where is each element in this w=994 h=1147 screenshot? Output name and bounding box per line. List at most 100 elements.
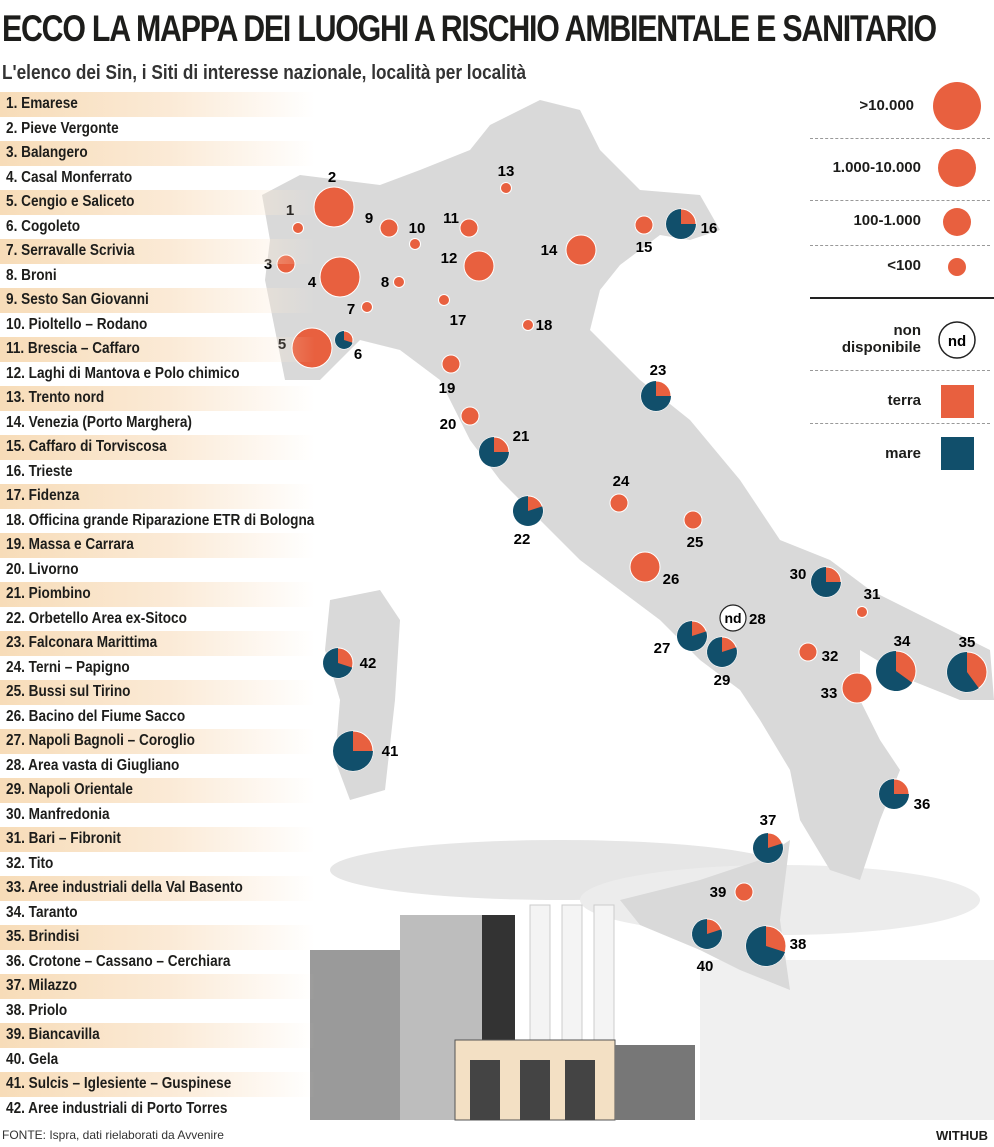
site-list-label: 25. Bussi sul Tirino <box>6 683 131 700</box>
site-list-item: 1. Emarese <box>0 92 420 117</box>
site-number: 27 <box>654 640 671 657</box>
site-marker-34: 34 <box>875 633 917 692</box>
site-marker-26: 26 <box>629 551 680 588</box>
site-list-item: 37. Milazzo <box>0 974 420 999</box>
site-marker-24: 24 <box>609 473 630 513</box>
site-list-item: 42. Aree industriali di Porto Torres <box>0 1097 420 1122</box>
site-marker-28: nd 28 <box>719 604 766 632</box>
legend-size-label: >10.000 <box>859 97 914 114</box>
site-list-item: 19. Massa e Carrara <box>0 533 420 558</box>
site-list-label: 35. Brindisi <box>6 928 80 945</box>
page-subtitle: L'elenco dei Sin, i Siti di interesse na… <box>2 62 527 84</box>
page-title: ECCO LA MAPPA DEI LUOGHI A RISCHIO AMBIE… <box>2 8 937 49</box>
site-list-item: 4. Casal Monferrato <box>0 166 420 191</box>
legend-nd-circle <box>938 321 976 359</box>
site-list-item: 41. Sulcis – Iglesiente – Guspinese <box>0 1072 420 1097</box>
site-list-item: 17. Fidenza <box>0 484 420 509</box>
site-marker-30: 30 <box>790 566 842 598</box>
site-marker-11: 11 <box>443 210 479 238</box>
site-list-item: 21. Piombino <box>0 582 420 607</box>
site-marker-19: 19 <box>439 354 461 397</box>
terra-slice <box>441 354 461 374</box>
legend-circle-m <box>943 208 971 236</box>
terra-slice <box>438 294 450 306</box>
site-list-label: 4. Casal Monferrato <box>6 168 133 186</box>
site-list: 1. Emarese 2. Pieve Vergonte 3. Balangero 4… <box>0 92 420 1121</box>
site-list-label: 39. Biancavilla <box>6 1026 100 1043</box>
terra-slice <box>292 222 304 234</box>
site-marker-17: 17 <box>438 294 467 329</box>
site-list-label: 37. Milazzo <box>6 977 78 994</box>
mare-slice <box>811 567 841 597</box>
site-list-item: 31. Bari – Fibronit <box>0 827 420 852</box>
site-list-item: 13. Trento nord <box>0 386 420 411</box>
site-list-label: 9. Sesto San Giovanni <box>6 291 149 308</box>
site-marker-20: 20 <box>440 406 480 433</box>
site-number: 36 <box>914 796 931 813</box>
site-list-label: 28. Area vasta di Giugliano <box>6 756 180 774</box>
site-list-label: 33. Aree industriali della Val Basento <box>6 879 243 896</box>
site-list-label: 6. Cogoleto <box>6 217 81 235</box>
site-number: 4 <box>308 274 317 291</box>
legend-terra-swatch <box>941 385 974 418</box>
site-marker-32: 32 <box>798 642 839 665</box>
legend-terra-label: terra <box>887 392 921 409</box>
site-number: 22 <box>514 531 531 548</box>
terra-slice <box>683 510 703 530</box>
site-number: 8 <box>381 274 389 291</box>
site-list-label: 14. Venezia (Porto Marghera) <box>6 413 192 431</box>
site-list-label: 41. Sulcis – Iglesiente – Guspinese <box>6 1075 232 1092</box>
terra-slice <box>379 218 399 238</box>
site-number: 23 <box>650 362 667 379</box>
site-list-item: 18. Officina grande Riparazione ETR di B… <box>0 509 420 534</box>
mare-slice <box>513 496 544 527</box>
site-marker-31: 31 <box>856 586 880 618</box>
mare-slice <box>692 919 723 950</box>
mare-slice <box>479 437 509 467</box>
site-list-label: 15. Caffaro di Torviscosa <box>6 438 167 455</box>
site-list-item: 15. Caffaro di Torviscosa <box>0 435 420 460</box>
site-list-label: 38. Priolo <box>6 1001 68 1019</box>
mare-slice <box>879 779 909 809</box>
terra-slice <box>609 493 629 513</box>
site-number: 11 <box>443 210 459 227</box>
site-number: 32 <box>822 648 839 665</box>
site-number: 25 <box>687 534 704 551</box>
site-list-item: 38. Priolo <box>0 999 420 1024</box>
site-list-label: 7. Serravalle Scrivia <box>6 242 135 259</box>
site-list-item: 9. Sesto San Giovanni <box>0 288 420 313</box>
legend-nd-label: non disponibile <box>841 322 921 356</box>
site-marker-23: 23 <box>640 362 672 412</box>
site-number: 17 <box>450 312 467 329</box>
site-list-label: 32. Tito <box>6 854 54 872</box>
site-list-item: 28. Area vasta di Giugliano <box>0 754 420 779</box>
site-list-label: 42. Aree industriali di Porto Torres <box>6 1099 228 1117</box>
site-list-item: 22. Orbetello Area ex-Sitoco <box>0 607 420 632</box>
site-list-label: 30. Manfredonia <box>6 805 110 823</box>
site-number: 26 <box>663 571 680 588</box>
site-number: 21 <box>513 428 530 445</box>
terra-slice <box>565 234 597 266</box>
site-list-label: 26. Bacino del Fiume Sacco <box>6 707 186 725</box>
site-list-item: 16. Trieste <box>0 460 420 485</box>
site-marker-8: 8 <box>381 274 405 291</box>
site-list-item: 26. Bacino del Fiume Sacco <box>0 705 420 730</box>
site-list-item: 35. Brindisi <box>0 925 420 950</box>
site-list-item: 30. Manfredonia <box>0 803 420 828</box>
site-marker-33: 33 <box>821 672 873 704</box>
site-number: 42 <box>360 655 377 672</box>
mare-slice <box>641 381 671 411</box>
site-number: 16 <box>701 220 718 237</box>
site-list-label: 40. Gela <box>6 1050 59 1068</box>
legend-circle-s <box>948 258 966 276</box>
site-marker-40: 40 <box>691 918 723 975</box>
site-list-item: 12. Laghi di Mantova e Polo chimico <box>0 362 420 387</box>
site-list-item: 23. Falconara Marittima <box>0 631 420 656</box>
site-list-item: 3. Balangero <box>0 141 420 166</box>
terra-slice <box>734 882 754 902</box>
site-list-item: 7. Serravalle Scrivia <box>0 239 420 264</box>
terra-slice <box>459 218 479 238</box>
site-list-label: 1. Emarese <box>6 95 78 112</box>
terra-slice <box>798 642 818 662</box>
site-list-label: 31. Bari – Fibronit <box>6 830 121 847</box>
